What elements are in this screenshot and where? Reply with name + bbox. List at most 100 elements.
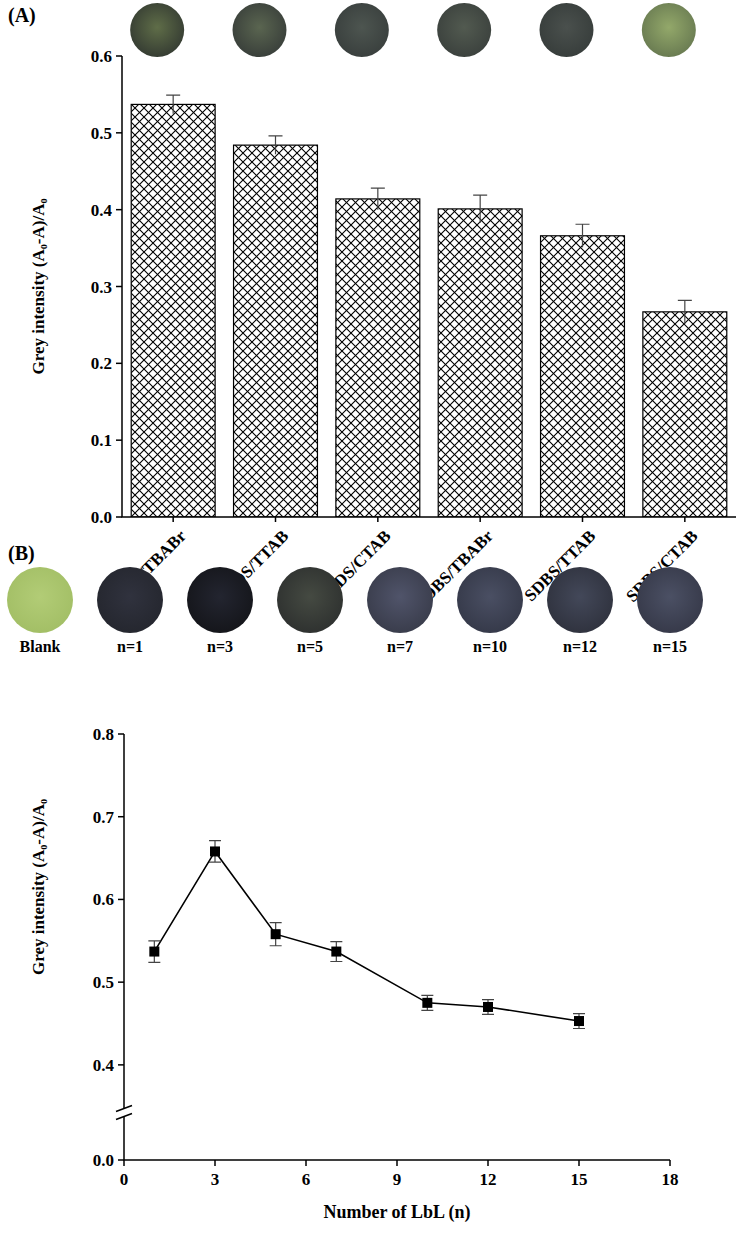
x-tick-label: 18	[662, 1170, 679, 1189]
y-tick	[118, 816, 124, 818]
sample-photo	[130, 3, 184, 57]
photo-label: n=5	[297, 638, 323, 655]
y-tick	[116, 286, 122, 288]
marker	[574, 1016, 584, 1026]
x-tick	[123, 1160, 125, 1166]
y-tick-label: 0.0	[93, 1151, 114, 1170]
photo-label: n=12	[563, 638, 597, 655]
x-tick	[669, 1160, 671, 1166]
sample-photo	[637, 567, 703, 633]
sample-photo	[457, 567, 523, 633]
panel-label: (A)	[8, 4, 36, 27]
y-tick-label: 0.6	[91, 47, 112, 66]
error-bar	[421, 995, 433, 1010]
panel-b: (B)Blankn=1n=3n=5n=7n=10n=12n=150.00.40.…	[7, 542, 703, 1223]
panel-label: (B)	[8, 542, 35, 565]
photo-label: n=1	[117, 638, 143, 655]
line	[154, 851, 579, 1021]
figure: (A)0.00.10.20.30.40.50.6SDS/TBABrSDS/TTA…	[0, 0, 740, 1240]
error-bar	[576, 224, 590, 247]
x-tick	[479, 517, 481, 522]
x-tick	[582, 517, 584, 522]
y-tick	[116, 516, 122, 518]
y-tick-label: 0.1	[91, 431, 112, 450]
marker	[483, 1002, 493, 1012]
y-tick	[116, 209, 122, 211]
sample-photo	[547, 567, 613, 633]
sample-photo	[540, 3, 594, 57]
sample-photo	[437, 3, 491, 57]
marker	[271, 929, 281, 939]
photo-label: Blank	[20, 638, 61, 655]
error-bar	[270, 923, 282, 946]
sample-photo	[367, 567, 433, 633]
x-tick	[396, 1160, 398, 1166]
y-tick-label: 0.5	[91, 124, 112, 143]
panel-a: (A)0.00.10.20.30.40.50.6SDS/TBABrSDS/TTA…	[8, 3, 736, 611]
x-tick	[578, 1160, 580, 1166]
y-tick	[118, 899, 124, 901]
x-tick	[275, 517, 277, 522]
x-tick	[214, 1160, 216, 1166]
y-tick-label: 0.6	[93, 890, 114, 909]
x-tick-label: 0	[120, 1170, 129, 1189]
axis-line	[124, 734, 670, 1160]
axis-break	[116, 1105, 132, 1119]
y-tick	[118, 981, 124, 983]
error-bar	[371, 188, 385, 210]
y-tick	[116, 363, 122, 365]
y-tick-label: 0.5	[93, 973, 114, 992]
photo-label: n=7	[387, 638, 413, 655]
error-bar	[166, 95, 180, 113]
y-tick	[116, 439, 122, 441]
y-tick-label: 0.7	[93, 808, 115, 827]
bar	[234, 145, 318, 517]
y-tick	[116, 55, 122, 57]
sample-photo	[7, 567, 73, 633]
x-tick	[684, 517, 686, 522]
y-tick	[118, 1159, 124, 1161]
x-tick	[172, 517, 174, 522]
y-tick	[118, 733, 124, 735]
chart-canvas: (A)0.00.10.20.30.40.50.6SDS/TBABrSDS/TTA…	[0, 0, 740, 1240]
error-bar	[473, 195, 487, 223]
bar	[541, 236, 625, 517]
x-tick-label: 15	[571, 1170, 588, 1189]
y-tick	[118, 1064, 124, 1066]
photo-label: n=3	[207, 638, 233, 655]
sample-photo	[277, 567, 343, 633]
marker	[210, 846, 220, 856]
error-bar	[148, 941, 160, 963]
x-tick	[305, 1160, 307, 1166]
x-tick-label: 6	[302, 1170, 311, 1189]
marker	[422, 998, 432, 1008]
y-tick-label: 0.2	[91, 354, 112, 373]
marker	[149, 947, 159, 957]
x-tick-label: 12	[480, 1170, 497, 1189]
x-tick	[487, 1160, 489, 1166]
sample-photo	[642, 3, 696, 57]
error-bar	[482, 1000, 494, 1015]
photo-label: n=10	[473, 638, 507, 655]
y-axis-label: Grey intensity (A₀-A)/A₀	[29, 799, 48, 975]
bar	[336, 199, 420, 517]
y-tick-label: 0.3	[91, 278, 112, 297]
bars	[131, 95, 727, 517]
x-tick-label: 9	[393, 1170, 402, 1189]
axis-line	[122, 56, 736, 517]
error-bar	[330, 942, 342, 962]
y-tick	[116, 132, 122, 134]
sample-photo	[233, 3, 287, 57]
error-bar	[269, 136, 283, 154]
bar	[643, 312, 727, 517]
x-axis-label: Number of LbL (n)	[323, 1202, 470, 1223]
sample-photo	[187, 567, 253, 633]
sample-photo	[97, 567, 163, 633]
y-tick-label: 0.8	[93, 725, 114, 744]
bar	[438, 209, 522, 517]
y-axis-label: Grey intensity (A₀-A)/A₀	[29, 198, 48, 374]
series	[148, 841, 585, 1029]
y-tick-label: 0.4	[93, 1056, 115, 1075]
bar	[131, 104, 215, 517]
y-tick-label: 0.0	[91, 508, 112, 527]
